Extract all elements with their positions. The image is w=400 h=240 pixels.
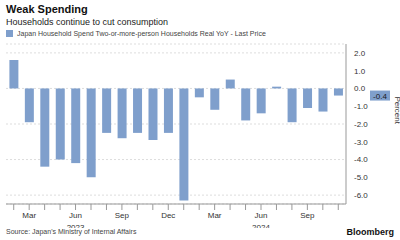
html-text:Bloomberg: Bloomberg: [346, 227, 394, 237]
svg-text:Sep: Sep: [300, 211, 315, 220]
html-text:Source: Japan's Ministry of In: Source: Japan's Ministry of Internal Aff…: [6, 228, 137, 235]
svg-text:2.0: 2.0: [354, 49, 366, 58]
html-text:Weak Spending: Weak Spending: [6, 3, 88, 15]
svg-text:-5.0: -5.0: [354, 173, 368, 182]
html-text:Japan Household Spend Two-or-m: Japan Household Spend Two-or-more-person…: [17, 30, 266, 37]
svg-text:Dec: Dec: [161, 211, 175, 220]
svg-text:-4.0: -4.0: [354, 155, 368, 164]
svg-text:2023: 2023: [67, 223, 85, 228]
svg-text:Percent: Percent: [393, 96, 400, 124]
svg-text:Mar: Mar: [208, 211, 222, 220]
svg-text:-3.0: -3.0: [354, 138, 368, 147]
svg-text:Jun: Jun: [69, 211, 82, 220]
svg-text:2024: 2024: [252, 223, 270, 228]
svg-text:Jun: Jun: [255, 211, 268, 220]
svg-text:0.0: 0.0: [354, 84, 366, 93]
svg-text:1.0: 1.0: [354, 67, 366, 76]
svg-text:-1.0: -1.0: [354, 102, 368, 111]
svg-text:Mar: Mar: [22, 211, 36, 220]
html-text:Households continue to cut con: Households continue to cut consumption: [6, 17, 169, 27]
svg-text:Sep: Sep: [115, 211, 130, 220]
svg-text:-2.0: -2.0: [354, 120, 368, 129]
svg-text:-6.0: -6.0: [354, 191, 368, 200]
svg-text:-0.4: -0.4: [373, 92, 387, 101]
